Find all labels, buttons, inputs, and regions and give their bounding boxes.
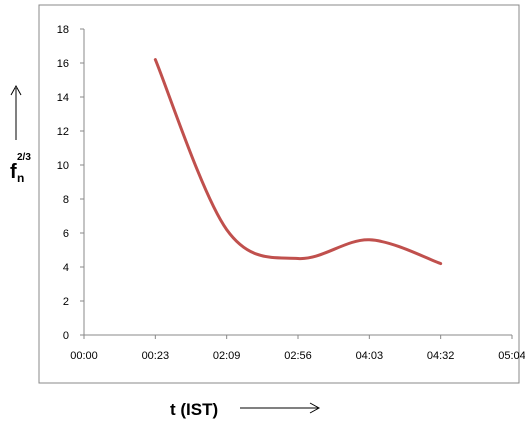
y-tick-label: 6: [63, 228, 69, 240]
svg-text:f: f: [10, 161, 17, 183]
series-line: [153, 58, 443, 266]
y-tick-label: 2: [63, 296, 69, 308]
chart-border: [38, 4, 520, 384]
y-tick-label: 18: [57, 24, 69, 36]
x-tick-label: 05:04: [498, 350, 525, 362]
x-tick-label: 02:09: [213, 350, 241, 362]
y-axis-arrow-head: [10, 84, 22, 96]
y-axis-title-base: f: [10, 161, 17, 183]
y-tick-label: 12: [57, 126, 69, 138]
x-tick-label: 00:00: [70, 350, 98, 362]
y-tick-label: 14: [57, 92, 69, 104]
x-tick-label: 04:03: [356, 350, 384, 362]
y-tick-label: 16: [57, 58, 69, 70]
y-tick-label: 10: [57, 160, 69, 172]
x-tick-label: 04:32: [427, 350, 455, 362]
x-tick-label: 00:23: [142, 350, 170, 362]
y-tick-label: 8: [63, 194, 69, 206]
y-axis-title: f n 2/3: [10, 84, 31, 185]
x-axis-arrow-head: [309, 402, 321, 414]
x-tick-label: 02:56: [284, 350, 312, 362]
y-axis-title-sup: 2/3: [17, 152, 31, 163]
y-tick-label: 0: [63, 330, 69, 342]
y-tick-label: 4: [63, 262, 69, 274]
plot-area: 0 2 4 6 8 10 12 14 16 18 00:00 00:23 02:09 02:56 04:03…: [57, 24, 525, 362]
y-axis-title-sub: n: [17, 171, 24, 185]
x-axis-title-group: t (IST): [170, 400, 321, 419]
x-axis-title: t (IST): [170, 400, 218, 419]
